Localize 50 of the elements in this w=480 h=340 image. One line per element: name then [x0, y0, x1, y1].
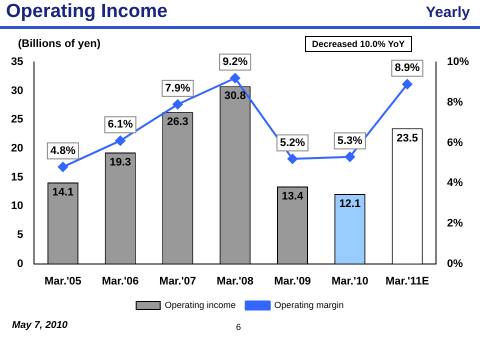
text: 6 [236, 322, 242, 332]
x-tick-label: Mar.'06 [102, 275, 139, 288]
y-tick-label: 35 [10, 56, 24, 68]
x-tick-label: Mar.'09 [274, 275, 311, 288]
data-label: 12.1 [339, 198, 361, 210]
y2-tick-label: 8% [446, 96, 464, 108]
data-label: 6.1% [108, 118, 134, 131]
data-label: 7.9% [165, 82, 190, 94]
data-label: 9.2% [222, 56, 248, 68]
point [344, 152, 355, 162]
y-tick-label: 15 [10, 171, 24, 184]
y-tick-label: 10 [10, 200, 24, 212]
y-tick-label: 20 [10, 142, 24, 155]
x-tick-label: Mar.'11E [385, 275, 430, 288]
data-label: 23.5 [396, 132, 418, 144]
data-label: 14.1 [52, 186, 74, 199]
y-tick-label: 30 [10, 84, 24, 97]
data-label: 30.8 [224, 90, 246, 102]
data-label: 13.4 [282, 190, 304, 203]
y2-tick-label: 2% [446, 217, 464, 230]
point [288, 154, 298, 164]
data-label: 26.3 [167, 116, 188, 128]
y-tick-label: 25 [10, 114, 24, 126]
y-axis-title: (Billions of yen) [18, 38, 100, 50]
chart-title: Operating Income [6, 1, 168, 23]
y2-tick-label: 4% [446, 177, 464, 190]
y2-tick-label: 0% [446, 258, 464, 270]
point [115, 136, 126, 146]
point [230, 73, 240, 84]
y-tick-label: 5 [17, 229, 24, 242]
text: May 7, 2010 [12, 320, 68, 331]
y2-tick-label: 6% [446, 136, 464, 149]
data-label: 4.8% [50, 144, 76, 157]
chart-subtitle: Yearly [426, 4, 470, 21]
y-tick-label: 0 [17, 258, 24, 270]
legend-label: Operating income [164, 300, 236, 310]
x-tick-label: Mar.'07 [159, 275, 196, 288]
data-label: 5.2% [280, 136, 306, 149]
point [58, 162, 68, 172]
y2-tick-label: 10% [446, 56, 470, 68]
data-label: 19.3 [110, 156, 132, 169]
point [402, 79, 412, 90]
point [172, 99, 183, 110]
data-label: 8.9% [394, 62, 420, 74]
data-label: 5.3% [337, 134, 363, 147]
text: Decreased 10.0% YoY [305, 36, 412, 52]
x-tick-label: Mar.'08 [216, 275, 254, 288]
x-tick-label: Mar.'05 [44, 275, 82, 288]
legend-label: Operating margin [274, 300, 344, 310]
x-tick-label: Mar.'10 [331, 275, 368, 288]
